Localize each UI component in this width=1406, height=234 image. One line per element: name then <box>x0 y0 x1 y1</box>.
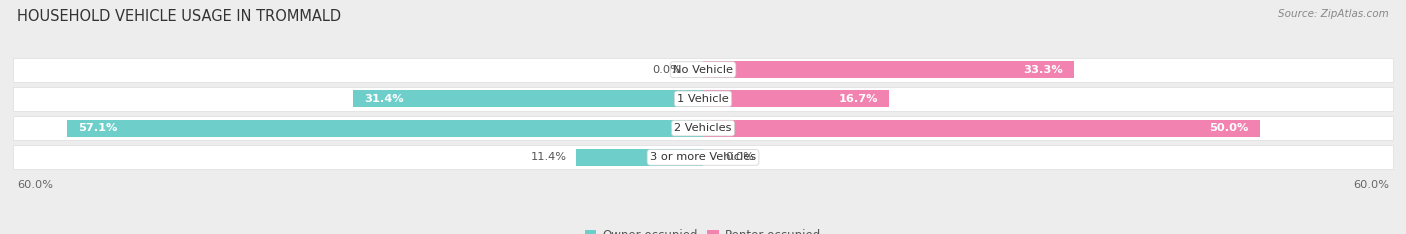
Bar <box>13 145 1393 169</box>
Legend: Owner-occupied, Renter-occupied: Owner-occupied, Renter-occupied <box>579 224 827 234</box>
Text: 33.3%: 33.3% <box>1022 65 1063 75</box>
Bar <box>13 87 1393 111</box>
Bar <box>576 149 703 166</box>
Text: Source: ZipAtlas.com: Source: ZipAtlas.com <box>1278 9 1389 19</box>
Bar <box>13 58 1393 82</box>
Text: 57.1%: 57.1% <box>79 123 118 133</box>
Text: 0.0%: 0.0% <box>725 152 754 162</box>
Bar <box>703 120 1260 137</box>
Text: 11.4%: 11.4% <box>531 152 567 162</box>
Bar <box>703 90 889 107</box>
Bar <box>353 90 703 107</box>
Text: 1 Vehicle: 1 Vehicle <box>678 94 728 104</box>
Text: 0.0%: 0.0% <box>652 65 681 75</box>
Text: 50.0%: 50.0% <box>1209 123 1249 133</box>
Text: 3 or more Vehicles: 3 or more Vehicles <box>650 152 756 162</box>
Bar <box>703 61 1074 78</box>
Text: 31.4%: 31.4% <box>364 94 405 104</box>
Bar <box>67 120 703 137</box>
Text: No Vehicle: No Vehicle <box>673 65 733 75</box>
Text: HOUSEHOLD VEHICLE USAGE IN TROMMALD: HOUSEHOLD VEHICLE USAGE IN TROMMALD <box>17 9 342 24</box>
Text: 16.7%: 16.7% <box>838 94 877 104</box>
Bar <box>13 116 1393 140</box>
Text: 2 Vehicles: 2 Vehicles <box>675 123 731 133</box>
